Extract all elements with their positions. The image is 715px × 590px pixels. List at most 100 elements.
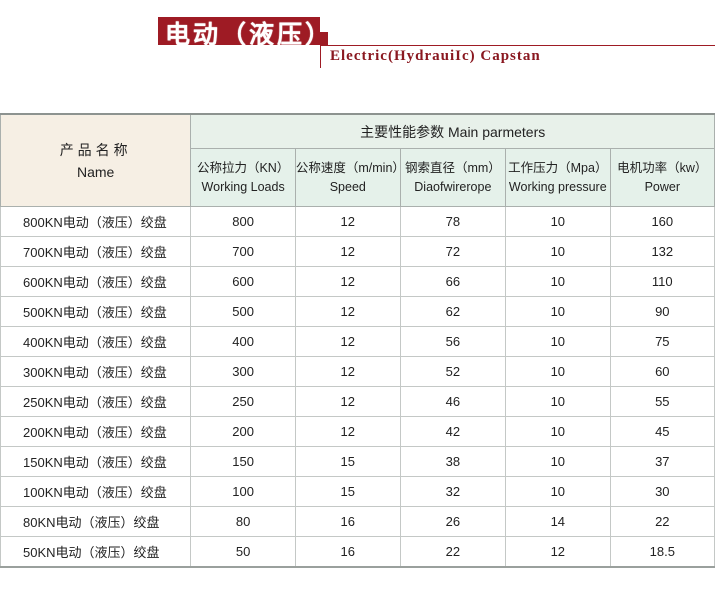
column-header-en: Diaofwirerope [414,179,492,194]
value-cell: 12 [294,326,401,357]
value-cell: 12 [294,236,401,267]
value-cell: 10 [505,206,611,237]
value-cell: 12 [294,266,401,297]
table-row: 500KN电动（液压）绞盘 500 12 62 10 90 [0,296,715,327]
value-cell: 50 [190,536,296,568]
value-cell: 38 [399,446,507,477]
value-cell: 56 [399,326,507,357]
value-cell: 12 [294,416,401,447]
value-cell: 15 [294,476,401,507]
value-cell: 15 [294,446,401,477]
value-cell: 16 [294,506,401,537]
value-cell: 22 [399,536,507,568]
value-cell: 10 [505,386,611,417]
table-row: 80KN电动（液压）绞盘 80 16 26 14 22 [0,506,715,537]
column-header-cn: 工作压力（Mpa） [508,160,608,175]
product-name-cell: 200KN电动（液压）绞盘 [0,416,192,447]
column-header-en: Working Loads [201,179,285,194]
title-banner-tail [320,32,328,45]
value-cell: 10 [505,296,611,327]
column-header-cn: 电机功率（kw） [617,160,708,175]
value-cell: 10 [505,356,611,387]
value-cell: 12 [505,536,611,568]
product-name-cell: 400KN电动（液压）绞盘 [0,326,192,357]
column-header: 电机功率（kw） Power [609,148,715,207]
value-cell: 30 [609,476,715,507]
value-cell: 700 [190,236,296,267]
column-header-en: Power [644,179,681,194]
value-cell: 12 [294,386,401,417]
value-cell: 250 [190,386,296,417]
value-cell: 22 [609,506,715,537]
value-cell: 132 [609,236,715,267]
product-name-cell: 300KN电动（液压）绞盘 [0,356,192,387]
value-cell: 10 [505,326,611,357]
capstan-spec-table: 产品名称 Name 主要性能参数 Main parmeters 公称拉力（KN）… [0,113,715,568]
value-cell: 200 [190,416,296,447]
table-row: 600KN电动（液压）绞盘 600 12 66 10 110 [0,266,715,297]
value-cell: 12 [294,356,401,387]
value-cell: 400 [190,326,296,357]
value-cell: 110 [609,266,715,297]
value-cell: 66 [399,266,507,297]
table-row: 300KN电动（液压）绞盘 300 12 52 10 60 [0,356,715,387]
column-header: 钢索直径（mm） Diaofwirerope [399,148,507,207]
value-cell: 10 [505,476,611,507]
column-header: 公称速度（m/min） Speed [294,148,405,207]
value-cell: 45 [609,416,715,447]
value-cell: 10 [505,416,611,447]
value-cell: 52 [399,356,507,387]
table-row: 700KN电动（液压）绞盘 700 12 72 10 132 [0,236,715,267]
value-cell: 16 [294,536,401,568]
page-title-cn: 电动（液压）引船绞盘 [165,21,446,49]
value-cell: 10 [505,446,611,477]
table-row: 50KN电动（液压）绞盘 50 16 22 12 18.5 [0,536,715,568]
name-header-cn: 产品名称 [59,141,132,158]
name-header: 产品名称 Name [0,113,192,207]
value-cell: 150 [190,446,296,477]
value-cell: 46 [399,386,507,417]
value-cell: 12 [294,296,401,327]
title-banner [158,17,320,45]
product-name-cell: 600KN电动（液压）绞盘 [0,266,192,297]
value-cell: 18.5 [609,536,715,568]
value-cell: 80 [190,506,296,537]
product-name-cell: 250KN电动（液压）绞盘 [0,386,192,417]
value-cell: 26 [399,506,507,537]
value-cell: 12 [294,206,401,237]
value-cell: 800 [190,206,296,237]
main-parameters-header: 主要性能参数 Main parmeters [190,113,715,149]
value-cell: 60 [609,356,715,387]
table-row: 150KN电动（液压）绞盘 150 15 38 10 37 [0,446,715,477]
column-header-cn: 公称拉力（KN） [196,160,290,175]
value-cell: 14 [505,506,611,537]
value-cell: 160 [609,206,715,237]
value-cell: 600 [190,266,296,297]
value-cell: 75 [609,326,715,357]
product-name-cell: 80KN电动（液压）绞盘 [0,506,192,537]
table-row: 250KN电动（液压）绞盘 250 12 46 10 55 [0,386,715,417]
value-cell: 37 [609,446,715,477]
page-title-en: Electric(HydrauiIc) Capstan [330,48,541,64]
column-header-cn: 公称速度（m/min） [295,160,405,175]
value-cell: 42 [399,416,507,447]
table-row: 100KN电动（液压）绞盘 100 15 32 10 30 [0,476,715,507]
column-header-en: Working pressure [508,179,607,194]
subtitle-frame [320,45,715,68]
product-name-cell: 700KN电动（液压）绞盘 [0,236,192,267]
table-row: 200KN电动（液压）绞盘 200 12 42 10 45 [0,416,715,447]
value-cell: 78 [399,206,507,237]
column-header-cn: 钢索直径（mm） [404,160,501,175]
value-cell: 500 [190,296,296,327]
product-name-cell: 100KN电动（液压）绞盘 [0,476,192,507]
table-row: 800KN电动（液压）绞盘 800 12 78 10 160 [0,206,715,237]
value-cell: 10 [505,266,611,297]
column-header-en: Speed [329,179,366,194]
column-header: 工作压力（Mpa） Working pressure [505,148,611,207]
table-row: 400KN电动（液压）绞盘 400 12 56 10 75 [0,326,715,357]
product-name-cell: 800KN电动（液压）绞盘 [0,206,192,237]
value-cell: 32 [399,476,507,507]
value-cell: 100 [190,476,296,507]
name-header-en: Name [77,163,115,180]
product-name-cell: 50KN电动（液压）绞盘 [0,536,192,568]
